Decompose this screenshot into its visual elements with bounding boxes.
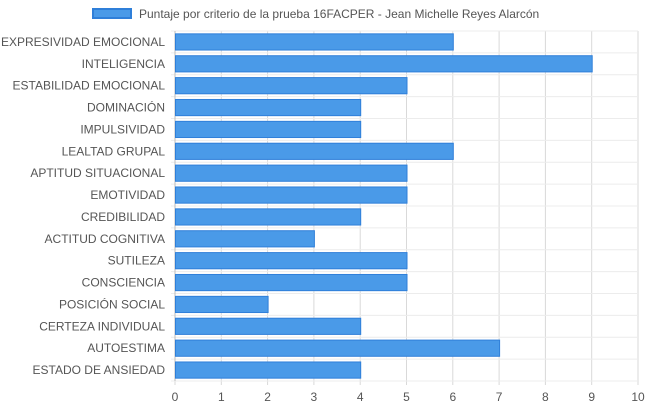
bar (175, 98, 362, 117)
category-label: ESTADO DE ANSIEDAD (33, 363, 166, 377)
category-label: AUTOESTIMA (87, 341, 165, 355)
bar (175, 186, 408, 204)
bar (175, 142, 454, 160)
x-tick-label: 8 (542, 390, 549, 404)
x-tick-label: 9 (588, 390, 595, 404)
category-label: CONSCIENCIA (82, 276, 165, 290)
category-label: APTITUD SITUACIONAL (30, 166, 165, 180)
bar (175, 339, 501, 357)
x-tick-label: 2 (264, 390, 271, 404)
x-tick-label: 6 (449, 390, 456, 404)
bar (175, 208, 362, 226)
category-label: SUTILEZA (108, 254, 165, 268)
bar (175, 252, 408, 270)
category-label: DOMINACIÓN (87, 100, 165, 115)
x-tick-label: 0 (172, 390, 179, 404)
x-tick-label: 10 (631, 390, 645, 404)
x-tick-label: 3 (311, 390, 318, 404)
legend-swatch (92, 8, 132, 19)
bar (175, 361, 362, 379)
category-label: ACTITUD COGNITIVA (45, 232, 165, 246)
bar (175, 33, 454, 51)
category-label: CERTEZA INDIVIDUAL (39, 319, 165, 333)
category-label: LEALTAD GRUPAL (62, 144, 166, 158)
bar (175, 295, 269, 314)
category-label: CREDIBILIDAD (81, 210, 165, 224)
category-label: INTELIGENCIA (82, 57, 165, 71)
bar (175, 77, 408, 95)
category-label: POSICIÓN SOCIAL (59, 296, 165, 311)
bar (175, 230, 315, 248)
category-label: EXPRESIVIDAD EMOCIONAL (1, 35, 165, 49)
bar (175, 164, 408, 182)
bar (175, 55, 593, 73)
x-tick-label: 5 (403, 390, 410, 404)
legend-label: Puntaje por criterio de la prueba 16FACP… (139, 7, 540, 21)
category-label: EMOTIVIDAD (90, 188, 165, 202)
x-tick-label: 7 (496, 390, 503, 404)
x-tick-label: 4 (357, 390, 364, 404)
bar (175, 317, 362, 335)
category-label: IMPULSIVIDAD (80, 122, 165, 136)
category-label: ESTABILIDAD EMOCIONAL (13, 79, 166, 93)
bar (175, 273, 408, 292)
chart-legend[interactable]: Puntaje por criterio de la prueba 16FACP… (0, 5, 648, 25)
bar (175, 120, 362, 139)
x-tick-label: 1 (218, 390, 225, 404)
